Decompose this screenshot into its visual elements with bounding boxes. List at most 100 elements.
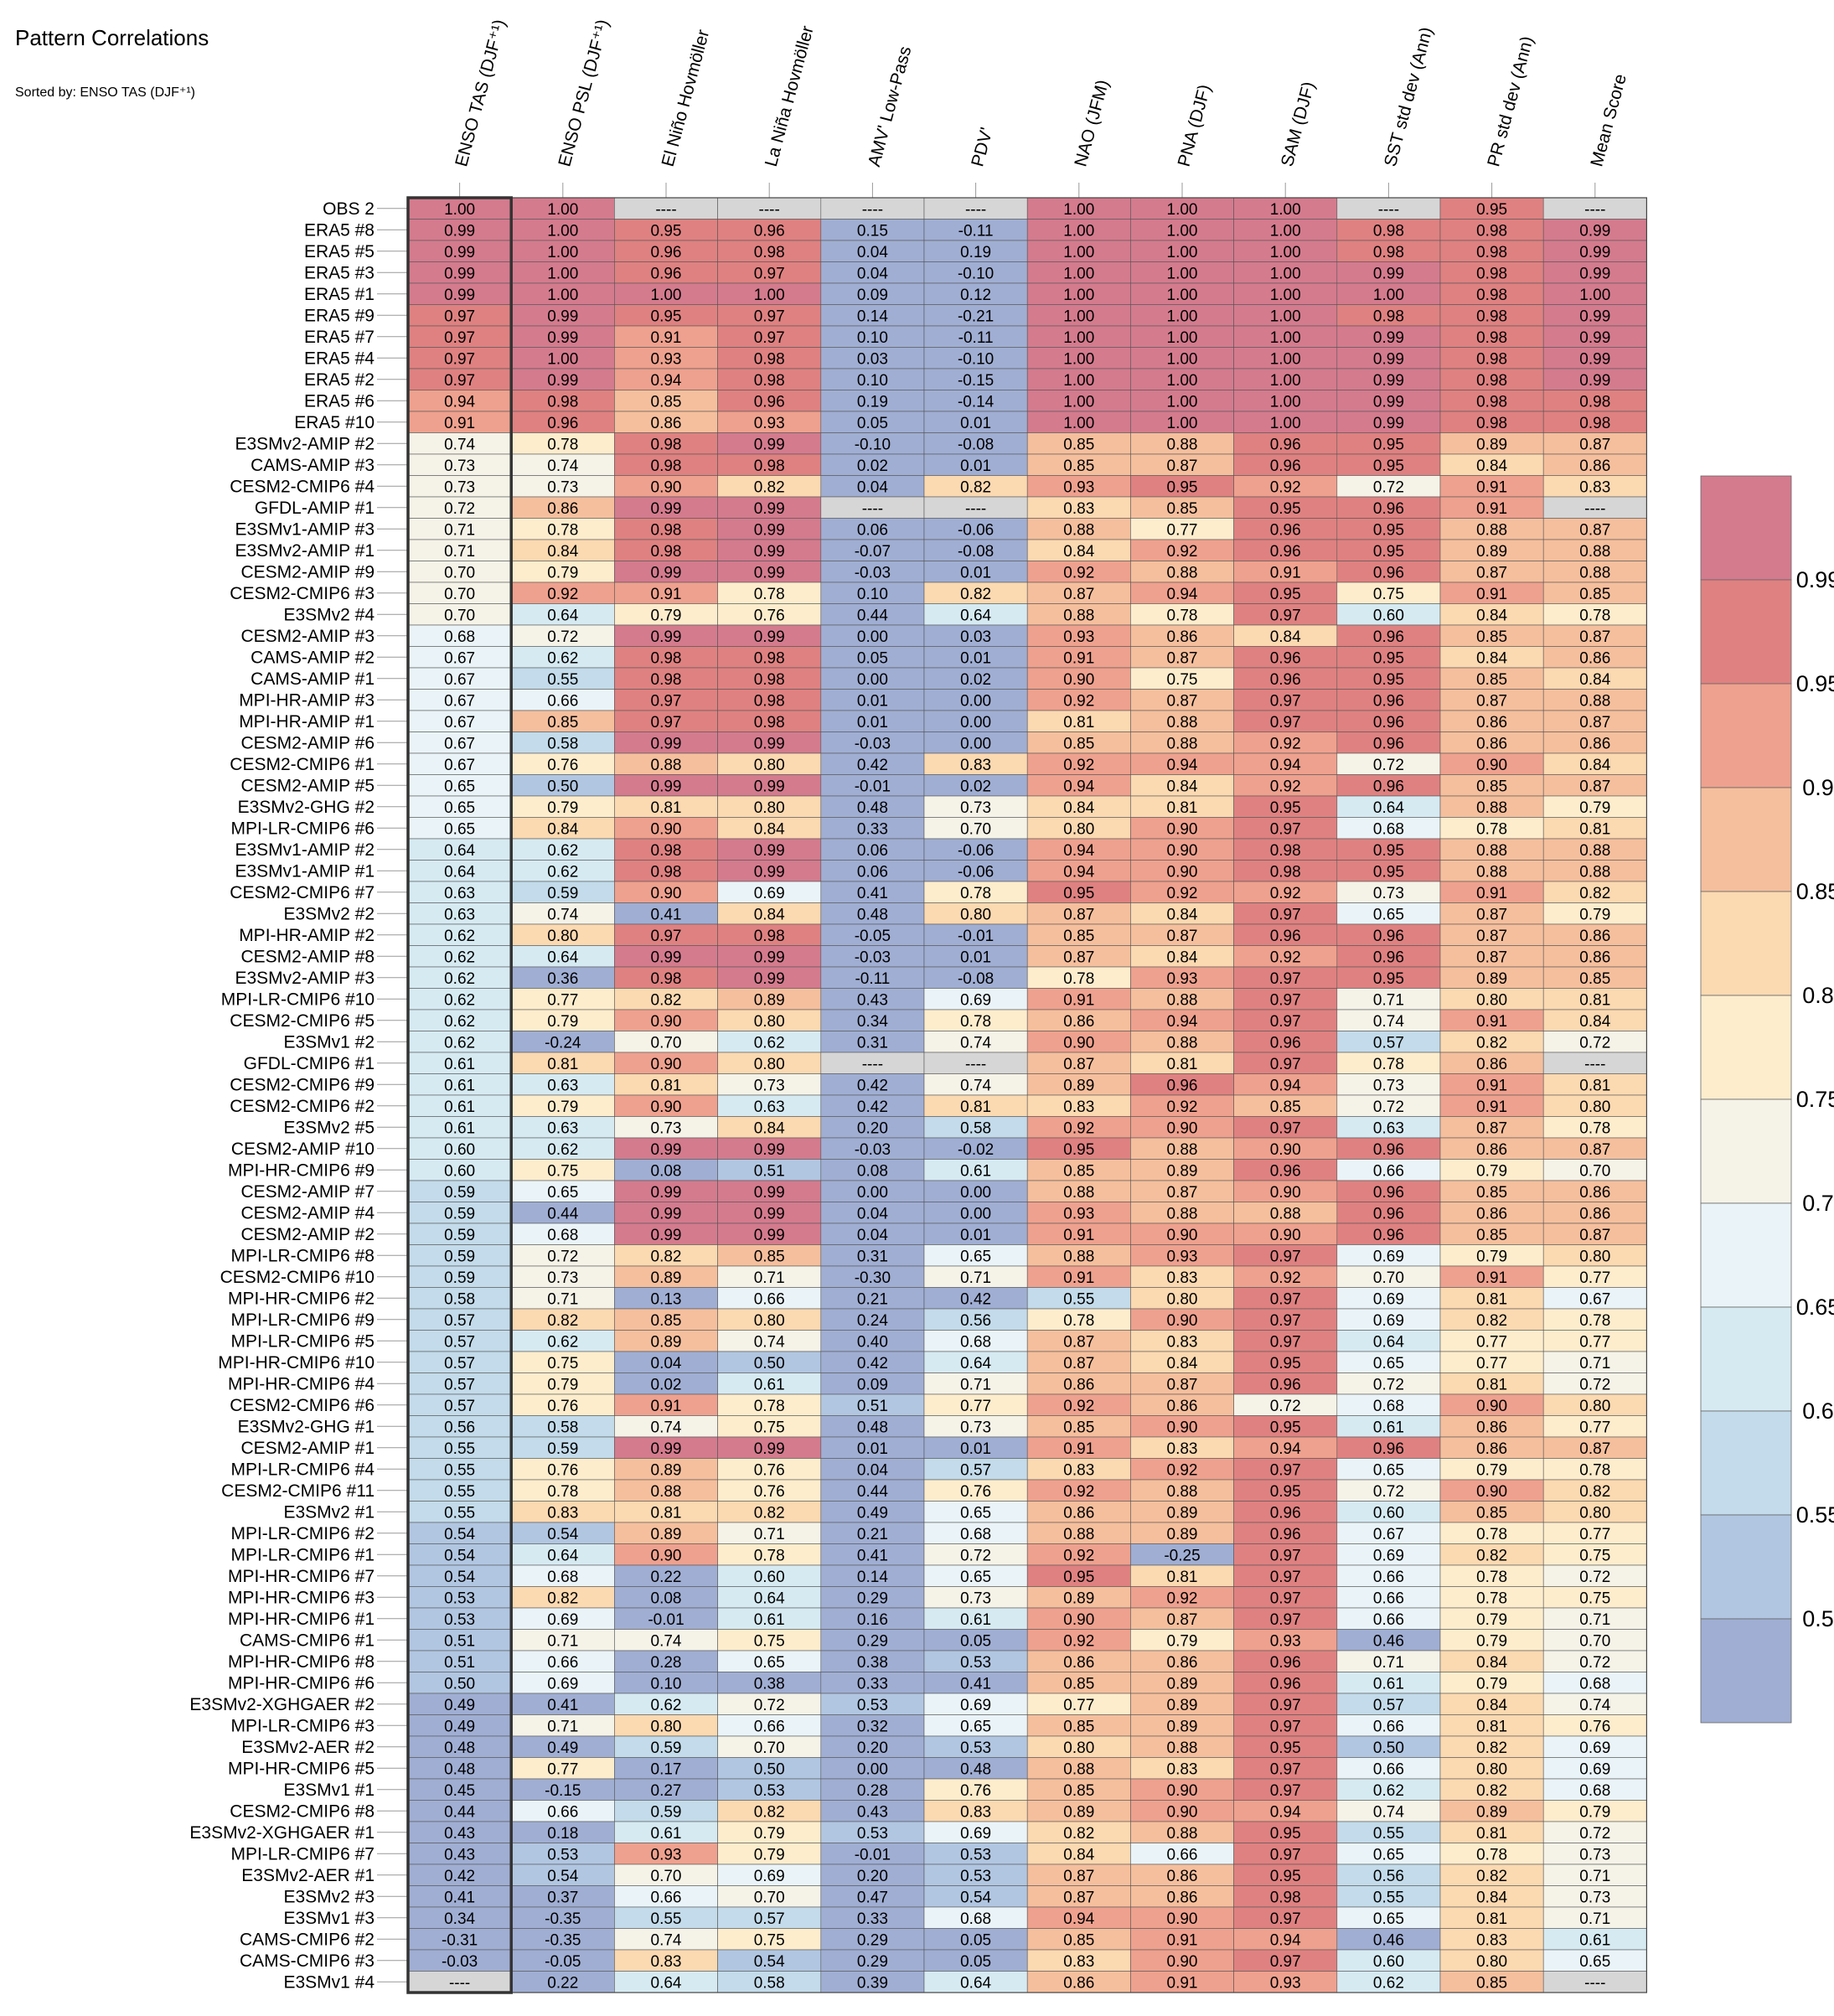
heatmap-cell: 0.33 — [820, 817, 925, 840]
heatmap-cell: 0.50 — [1336, 1735, 1441, 1758]
heatmap-cell: 0.90 — [1439, 752, 1544, 775]
cell-fill — [717, 390, 822, 412]
cell-value: 0.96 — [1373, 628, 1404, 646]
cell-value: 0.00 — [960, 692, 991, 710]
heatmap-cell: 0.72 — [1542, 1821, 1647, 1843]
cell-value: 0.97 — [1270, 1013, 1301, 1031]
cell-fill — [717, 411, 822, 433]
heatmap-cell: -0.05 — [510, 1949, 615, 1972]
cell-fill — [1026, 261, 1131, 284]
heatmap-cell: 0.71 — [1542, 1906, 1647, 1929]
heatmap-cell: 0.91 — [407, 411, 512, 433]
heatmap-cell: 0.86 — [1439, 1052, 1544, 1074]
heatmap-cell: 0.95 — [1026, 881, 1131, 903]
heatmap-cell: 0.90 — [1130, 1800, 1234, 1822]
cell-fill — [1233, 240, 1338, 262]
cell-value: 0.95 — [1270, 586, 1301, 603]
cell-value: 0.22 — [547, 1974, 578, 1992]
heatmap-cell: 0.98 — [717, 240, 822, 262]
cell-value: 0.87 — [1476, 692, 1507, 710]
heatmap-cell: 0.59 — [614, 1735, 718, 1758]
cell-value: 0.85 — [1476, 671, 1507, 689]
cell-value: 1.00 — [1063, 350, 1094, 368]
cell-value: 0.96 — [1270, 436, 1301, 453]
cell-value: 0.31 — [857, 1034, 888, 1052]
heatmap-cell: 1.00 — [1542, 282, 1647, 305]
row-label: E3SMv2 #3 — [283, 1887, 375, 1906]
heatmap-cell: 0.71 — [407, 539, 512, 561]
cell-value: 0.90 — [1270, 1227, 1301, 1244]
cell-value: 0.80 — [1063, 820, 1094, 838]
heatmap-cell: 0.89 — [1439, 432, 1544, 455]
cell-fill — [614, 368, 718, 390]
heatmap-cell: 0.41 — [510, 1693, 615, 1715]
cell-value: 0.46 — [1373, 1632, 1404, 1650]
cell-value: 0.91 — [651, 329, 682, 347]
row-label: ERA5 #7 — [304, 328, 375, 347]
heatmap-cell: 0.92 — [510, 582, 615, 604]
heatmap-cell: 0.61 — [1336, 1672, 1441, 1694]
cell-value: 0.85 — [1579, 586, 1610, 603]
cell-value: 0.78 — [1579, 1312, 1610, 1330]
heatmap-cell: 0.91 — [1439, 582, 1544, 604]
heatmap-cell: 0.62 — [407, 945, 512, 968]
heatmap-cell: 0.77 — [1026, 1693, 1131, 1715]
row-label: CESM2-AMIP #7 — [241, 1182, 375, 1202]
heatmap-cell: 0.73 — [1542, 1843, 1647, 1865]
cell-value: 0.91 — [1063, 1269, 1094, 1287]
heatmap-cell: 0.92 — [1026, 689, 1131, 711]
cell-value: 0.74 — [1373, 1013, 1404, 1031]
heatmap-cell: 0.57 — [1336, 1693, 1441, 1715]
cell-value: 0.57 — [444, 1398, 475, 1415]
cell-value: 1.00 — [1167, 308, 1198, 325]
cell-value: 0.97 — [1270, 1782, 1301, 1800]
cell-value: 0.84 — [1167, 778, 1198, 795]
heatmap-cell: 0.90 — [1439, 1479, 1544, 1502]
cell-value: 0.90 — [1167, 1803, 1198, 1821]
heatmap-cell: 0.74 — [510, 453, 615, 476]
heatmap-cell: -0.06 — [923, 860, 1028, 882]
heatmap-cell: 1.00 — [1130, 240, 1234, 262]
cell-value: 0.94 — [1167, 757, 1198, 774]
cell-value: 1.00 — [1063, 415, 1094, 432]
heatmap-cell: ---- — [407, 1971, 512, 1993]
heatmap-cell: 0.96 — [1233, 646, 1338, 669]
cell-value: 0.99 — [754, 1141, 785, 1159]
cell-value: 0.92 — [1167, 1590, 1198, 1607]
cell-value: 0.63 — [547, 1077, 578, 1094]
cell-value: 0.96 — [1270, 649, 1301, 667]
heatmap-cell: 0.89 — [614, 1522, 718, 1544]
cell-value: 0.87 — [1476, 928, 1507, 945]
heatmap-cell: 0.03 — [923, 624, 1028, 647]
cell-value: 0.77 — [960, 1398, 991, 1415]
heatmap-cell: 0.94 — [1026, 860, 1131, 882]
heatmap-cell: 0.86 — [1542, 945, 1647, 968]
heatmap-cell: 0.51 — [820, 1393, 925, 1416]
cell-value: -0.03 — [855, 564, 891, 582]
cell-value: 0.86 — [1167, 1654, 1198, 1672]
heatmap-cell: 0.77 — [510, 1757, 615, 1780]
cell-value: 0.28 — [857, 1782, 888, 1800]
cell-fill — [1336, 368, 1441, 390]
heatmap-cell: 1.00 — [510, 219, 615, 241]
cell-value: 0.93 — [1063, 1205, 1094, 1223]
heatmap-cell: 0.99 — [717, 432, 822, 455]
cell-value: 0.01 — [960, 1227, 991, 1244]
heatmap-cell: 0.80 — [1130, 1287, 1234, 1310]
cell-value: 0.97 — [1270, 1590, 1301, 1607]
cell-value: 0.99 — [1579, 372, 1610, 390]
heatmap-cell: 0.87 — [1439, 923, 1544, 946]
heatmap-cell: 0.90 — [1130, 1778, 1234, 1801]
heatmap-cell: 0.95 — [1026, 1137, 1131, 1160]
cell-value: -0.25 — [1164, 1547, 1200, 1564]
column-label: NAO (JFM) — [1071, 78, 1113, 168]
heatmap-cell: 0.98 — [510, 390, 615, 412]
heatmap-cell: 0.92 — [1233, 774, 1338, 797]
cell-value: 0.97 — [1270, 607, 1301, 624]
heatmap-cell: 0.58 — [510, 731, 615, 754]
cell-value: 0.79 — [1167, 1632, 1198, 1650]
heatmap-cell: 0.83 — [923, 752, 1028, 775]
heatmap-cell: 0.86 — [1542, 923, 1647, 946]
heatmap-cell: 0.79 — [510, 1009, 615, 1031]
heatmap-cell: -0.15 — [510, 1778, 615, 1801]
